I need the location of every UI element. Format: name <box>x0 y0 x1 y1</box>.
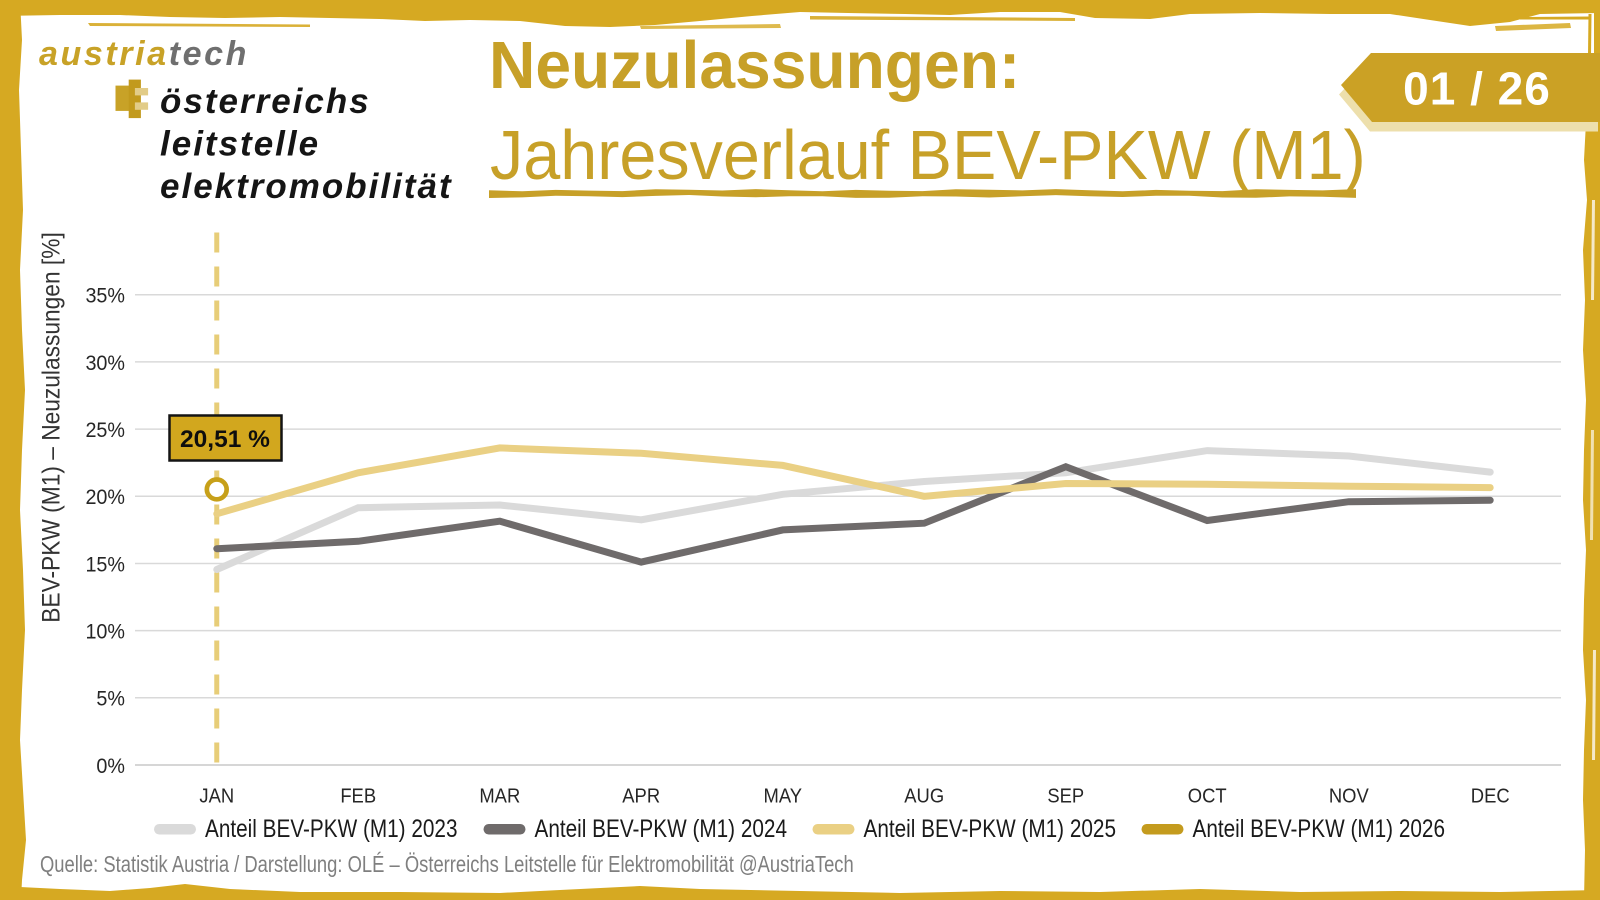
svg-text:österreichs: österreichs <box>160 82 371 121</box>
svg-text:Jahresverlauf BEV-PKW (M1): Jahresverlauf BEV-PKW (M1) <box>490 116 1366 194</box>
svg-text:10%: 10% <box>85 620 125 644</box>
svg-text:Quelle: Statistik Austria / Da: Quelle: Statistik Austria / Darstellung:… <box>40 852 854 877</box>
svg-text:01 / 26: 01 / 26 <box>1403 63 1551 115</box>
svg-text:15%: 15% <box>85 553 125 577</box>
svg-text:leitstelle: leitstelle <box>160 125 320 164</box>
svg-text:20,51 %: 20,51 % <box>180 426 270 453</box>
svg-text:JAN: JAN <box>199 786 234 808</box>
svg-text:20%: 20% <box>85 485 125 509</box>
svg-text:Anteil BEV-PKW (M1) 2023: Anteil BEV-PKW (M1) 2023 <box>205 814 458 842</box>
svg-text:SEP: SEP <box>1047 786 1084 808</box>
svg-text:25%: 25% <box>85 418 125 442</box>
svg-text:MAY: MAY <box>764 786 803 808</box>
svg-text:Neuzulassungen:: Neuzulassungen: <box>489 28 1020 103</box>
svg-text:AUG: AUG <box>904 786 944 808</box>
svg-text:35%: 35% <box>85 284 125 308</box>
svg-text:Anteil BEV-PKW (M1) 2024: Anteil BEV-PKW (M1) 2024 <box>535 814 788 842</box>
svg-text:DEC: DEC <box>1471 786 1510 808</box>
svg-text:BEV-PKW (M1) – Neuzulassungen: BEV-PKW (M1) – Neuzulassungen [%] <box>38 232 66 623</box>
svg-text:austriatech: austriatech <box>39 35 249 73</box>
svg-text:MAR: MAR <box>479 786 520 808</box>
svg-text:Anteil BEV-PKW (M1) 2026: Anteil BEV-PKW (M1) 2026 <box>1193 814 1446 842</box>
svg-text:elektromobilität: elektromobilität <box>160 167 453 206</box>
svg-text:30%: 30% <box>85 351 125 375</box>
svg-text:APR: APR <box>622 786 660 808</box>
svg-text:NOV: NOV <box>1329 786 1369 808</box>
svg-text:0%: 0% <box>96 754 125 778</box>
svg-text:FEB: FEB <box>340 786 376 808</box>
svg-text:OCT: OCT <box>1188 786 1227 808</box>
svg-text:5%: 5% <box>96 687 125 711</box>
svg-text:Anteil BEV-PKW (M1) 2025: Anteil BEV-PKW (M1) 2025 <box>864 814 1117 842</box>
